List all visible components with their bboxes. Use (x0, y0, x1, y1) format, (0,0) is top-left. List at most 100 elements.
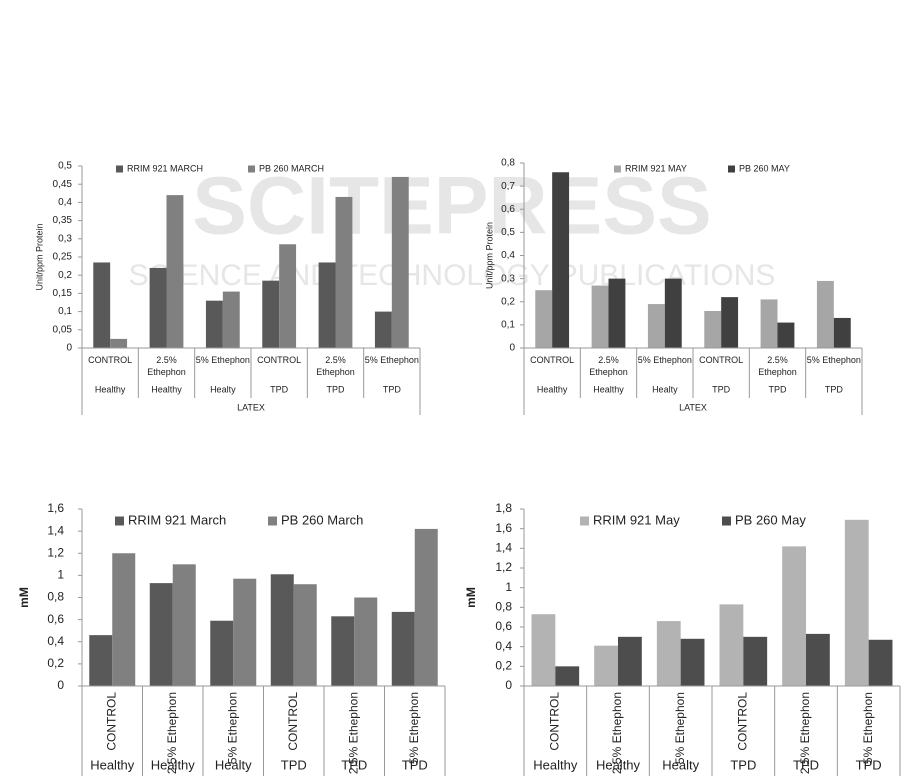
y-tick-label: 1 (57, 568, 64, 582)
group-label: TPD (856, 757, 882, 772)
bar (233, 578, 257, 686)
legend-label: PB 260 MARCH (259, 163, 324, 173)
bar (335, 196, 353, 348)
y-tick-label: 0,2 (501, 296, 515, 307)
x-tick-label: 5% Ethephon (195, 355, 250, 365)
x-tick-label-box: 2.5% Ethephon (589, 355, 628, 377)
x-tick-label: CONTROL (736, 692, 750, 751)
x-tick-label-box: 2.5% Ethephon (758, 355, 797, 377)
x-tick-label: CONTROL (548, 692, 562, 751)
bar (222, 291, 240, 348)
legend-swatch (268, 516, 277, 526)
y-axis-label: mM (464, 587, 478, 608)
x-tick-label: 2.5% Ethephon (316, 355, 355, 377)
group-label: TPD (383, 384, 402, 394)
x-tick-label-box: 5% Ethephon (195, 355, 250, 365)
legend-swatch (115, 516, 124, 526)
x-tick-label: 2.5% Ethephon (165, 692, 179, 774)
bar (293, 584, 317, 686)
bar (149, 267, 167, 348)
y-tick-label: 0,3 (501, 273, 515, 284)
bar (93, 262, 111, 348)
x-tick-label: 5% Ethephon (225, 692, 239, 764)
bar (844, 519, 869, 686)
y-axis-label: mM (17, 587, 31, 608)
watermark-title: SCITEPRESS (192, 161, 711, 252)
legend-label: PB 260 MAY (739, 163, 790, 173)
bar (205, 300, 223, 348)
bar (816, 280, 834, 348)
y-tick-label: 1,2 (47, 545, 64, 559)
x-tick-label-box: CONTROL (530, 355, 575, 365)
bar (777, 322, 795, 348)
bar (743, 636, 768, 686)
x-tick-label: 2.5% Ethephon (798, 692, 812, 774)
bar (647, 304, 665, 348)
x-tick-label: 5% Ethephon (637, 355, 692, 365)
bar (555, 666, 580, 686)
x-tick-label: 2.5% Ethephon (610, 692, 624, 774)
group-label: Healthy (151, 384, 182, 394)
x-tick-label-box: 5% Ethephon (364, 355, 419, 365)
x-tick-label: 5% Ethephon (673, 692, 687, 764)
y-tick-label: 0,2 (58, 270, 72, 281)
bar (262, 280, 280, 348)
group-label: TPD (730, 757, 756, 772)
bar (279, 244, 297, 348)
x-tick-label: 5% Ethephon (407, 692, 421, 764)
legend-label: RRIM 921 MARCH (127, 163, 203, 173)
y-tick-label: 0,2 (495, 659, 512, 673)
y-tick-label: 0 (505, 678, 512, 692)
bar (594, 645, 618, 686)
y-tick-label: 0 (509, 343, 515, 354)
legend-swatch (614, 165, 621, 173)
y-tick-label: 1,4 (47, 523, 64, 537)
y-tick-label: 0,2 (47, 656, 64, 670)
y-tick-label: 0,7 (501, 181, 515, 192)
legend-swatch (728, 165, 735, 173)
group-label: TPD (825, 384, 844, 394)
legend-label: RRIM 921 March (128, 512, 226, 527)
y-tick-label: 0,8 (501, 158, 515, 169)
x-tick-label-box: 5% Ethephon (807, 355, 861, 365)
bar (656, 621, 681, 686)
x-tick-label: 5% Ethephon (364, 355, 419, 365)
y-tick-label: 0,8 (495, 600, 512, 614)
y-tick-label: 1,4 (495, 541, 512, 555)
bar (318, 262, 336, 348)
y-tick-label: 0 (57, 678, 64, 692)
bar (391, 611, 415, 686)
x-tick-label-box: CONTROL (88, 355, 132, 365)
x-tick-label-box: 5% Ethephon (637, 355, 692, 365)
x-tick-label: CONTROL (530, 355, 575, 365)
y-tick-label: 0,6 (47, 612, 64, 626)
x-axis-label: LATEX (679, 402, 707, 412)
y-tick-label: 0,4 (47, 634, 64, 648)
group-label: TPD (712, 384, 731, 394)
legend-swatch (248, 165, 255, 173)
group-label: Healthy (537, 384, 568, 394)
bar (719, 604, 744, 686)
bar (760, 299, 778, 348)
legend-swatch (580, 516, 589, 526)
bar (149, 583, 173, 686)
group-label: Healthy (151, 757, 196, 772)
group-label: TPD (402, 757, 428, 772)
y-tick-label: 0,6 (501, 204, 515, 215)
group-label: TPD (327, 384, 346, 394)
x-tick-label: 2.5% Ethephon (346, 692, 360, 774)
bar (354, 597, 378, 686)
bar (868, 639, 893, 686)
y-tick-label: 0,25 (53, 252, 73, 263)
x-tick-label: 2.5% Ethephon (758, 355, 797, 377)
group-label: TPD (769, 384, 788, 394)
y-axis-label: Unit/ppm Protein (34, 223, 44, 290)
y-tick-label: 1,6 (495, 521, 512, 535)
bar (112, 553, 136, 686)
group-label: Healty (652, 384, 678, 394)
y-tick-label: 0,1 (58, 306, 72, 317)
group-label: Healthy (596, 757, 641, 772)
x-tick-label: 2.5% Ethephon (147, 355, 186, 377)
group-label: Healthy (593, 384, 624, 394)
